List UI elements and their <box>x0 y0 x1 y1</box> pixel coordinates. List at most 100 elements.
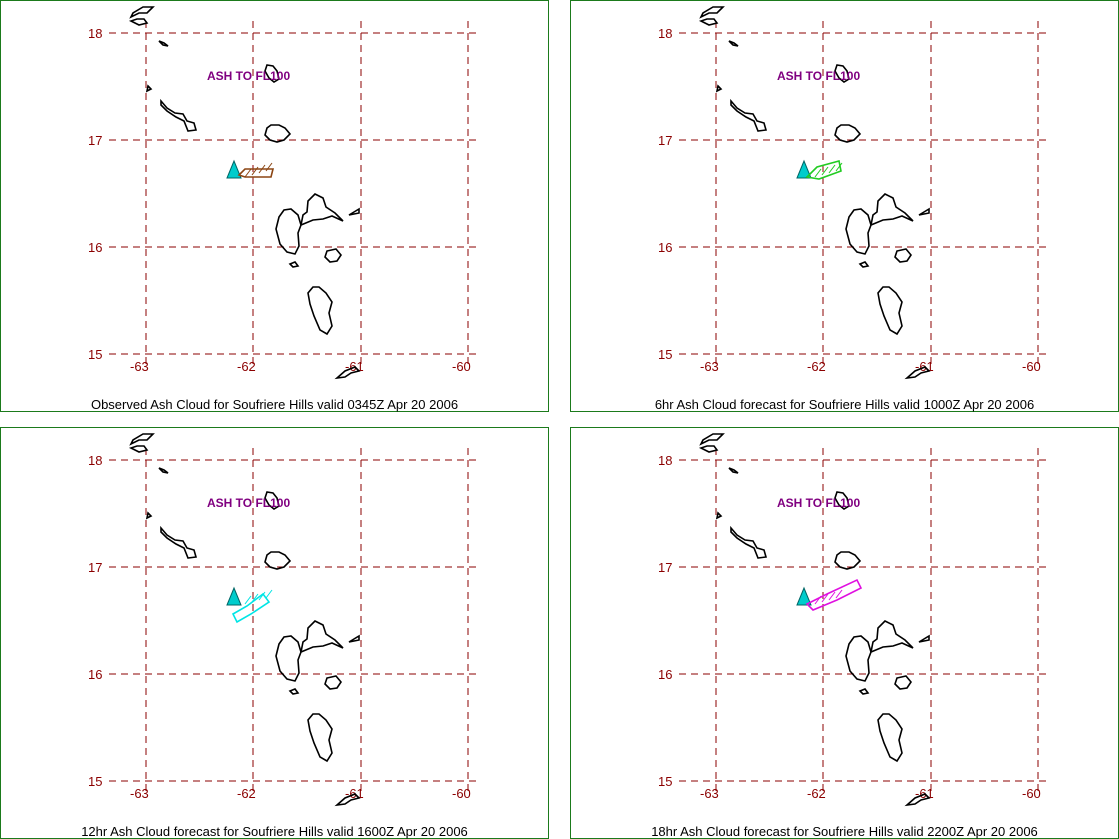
lon-tick-label: -62 <box>807 359 826 374</box>
coastline <box>877 286 903 336</box>
map-panel-18hr: 18 17 16 15 -63 -62 -61 -60 ASH TO FL100 18hr As… <box>570 427 1119 839</box>
lon-tick-label: -60 <box>452 359 471 374</box>
coastline <box>275 208 302 255</box>
coastline <box>904 366 931 380</box>
lat-tick-label: 16 <box>88 240 102 255</box>
coastline <box>728 467 739 474</box>
coastline <box>730 525 768 559</box>
coastline <box>334 793 361 807</box>
coastline <box>348 634 360 643</box>
coastline <box>834 491 850 510</box>
coastline <box>160 525 198 559</box>
volcano-marker-icon <box>796 159 812 179</box>
coastline <box>264 491 280 510</box>
lat-tick-label: 16 <box>88 667 102 682</box>
coastline <box>845 635 872 682</box>
volcano-marker-icon <box>226 159 242 179</box>
ash-cloud-hatch <box>835 162 843 172</box>
coastline <box>834 551 862 570</box>
coastline <box>324 248 342 263</box>
lat-tick-label: 18 <box>88 453 102 468</box>
lon-tick-label: -60 <box>452 786 471 801</box>
lat-tick-label: 15 <box>658 347 672 362</box>
ash-cloud-hatch <box>258 591 266 601</box>
coastline <box>348 207 360 216</box>
ash-cloud-hatch <box>835 589 843 599</box>
coastline <box>894 675 912 690</box>
coastline <box>698 18 719 26</box>
coastline <box>869 193 914 227</box>
coastline <box>264 64 280 83</box>
ash-cloud-hatch <box>251 166 259 176</box>
lon-tick-label: -63 <box>130 786 149 801</box>
coastline <box>834 64 850 83</box>
coastline <box>129 433 155 446</box>
lat-tick-label: 16 <box>658 667 672 682</box>
ash-cloud-hatch <box>251 593 259 603</box>
volcano-marker-icon <box>796 586 812 606</box>
lat-tick-label: 15 <box>658 774 672 789</box>
coastline <box>128 445 149 453</box>
coastline <box>728 40 739 47</box>
lon-tick-label: -63 <box>130 359 149 374</box>
lat-tick-label: 15 <box>88 774 102 789</box>
coastline <box>858 261 870 268</box>
coastline <box>129 6 155 19</box>
coastline <box>877 713 903 763</box>
coastline <box>160 98 198 132</box>
coastline <box>299 620 344 654</box>
ash-cloud-polygon <box>231 592 271 624</box>
coastline <box>918 207 930 216</box>
coastline <box>834 124 862 143</box>
ash-cloud-hatch <box>821 166 829 176</box>
panel-caption: 12hr Ash Cloud forecast for Soufriere Hi… <box>81 824 468 839</box>
lat-tick-label: 16 <box>658 240 672 255</box>
lon-tick-label: -62 <box>237 786 256 801</box>
coastline <box>307 286 333 336</box>
ash-cloud-hatch <box>258 164 266 174</box>
coastline <box>894 248 912 263</box>
ash-level-annotation: ASH TO FL100 <box>207 69 290 83</box>
coastline <box>334 366 361 380</box>
ash-level-annotation: ASH TO FL100 <box>777 69 860 83</box>
map-panel-12hr: 18 17 16 15 -63 -62 -61 -60 ASH TO FL100 12hr As… <box>0 427 549 839</box>
ash-cloud-polygon <box>237 168 275 178</box>
lon-tick-label: -63 <box>700 786 719 801</box>
lat-tick-label: 18 <box>658 453 672 468</box>
coastline <box>918 634 930 643</box>
ash-level-annotation: ASH TO FL100 <box>207 496 290 510</box>
lon-tick-label: -63 <box>700 359 719 374</box>
ash-cloud-hatch <box>814 168 822 178</box>
map-panel-6hr: 18 17 16 15 -63 -62 -61 -60 ASH TO FL100 6hr Ash… <box>570 0 1119 412</box>
ash-cloud-hatch <box>244 168 252 178</box>
ash-cloud-hatch <box>265 162 273 172</box>
lat-tick-label: 17 <box>658 560 672 575</box>
lon-tick-label: -60 <box>1022 786 1041 801</box>
coastline <box>730 98 768 132</box>
panel-caption: Observed Ash Cloud for Soufriere Hills v… <box>90 397 459 412</box>
ash-level-annotation: ASH TO FL100 <box>777 496 860 510</box>
lat-tick-label: 17 <box>88 133 102 148</box>
map-panel-observed: 18 17 16 15 -63 -62 -61 -60 ASH TO FL100 Observe… <box>0 0 549 412</box>
ash-cloud-polygon <box>805 160 842 180</box>
coastline <box>275 635 302 682</box>
ash-cloud-hatch <box>265 589 273 599</box>
coastline <box>264 124 292 143</box>
coastline <box>128 18 149 26</box>
coastline <box>699 6 725 19</box>
coastline <box>264 551 292 570</box>
ash-cloud-hatch <box>828 164 836 174</box>
lat-tick-label: 17 <box>658 133 672 148</box>
lat-tick-label: 18 <box>88 26 102 41</box>
ash-cloud-hatch <box>821 593 829 603</box>
coastline <box>715 511 723 520</box>
ash-cloud-polygon <box>805 578 863 611</box>
coastline <box>698 445 719 453</box>
